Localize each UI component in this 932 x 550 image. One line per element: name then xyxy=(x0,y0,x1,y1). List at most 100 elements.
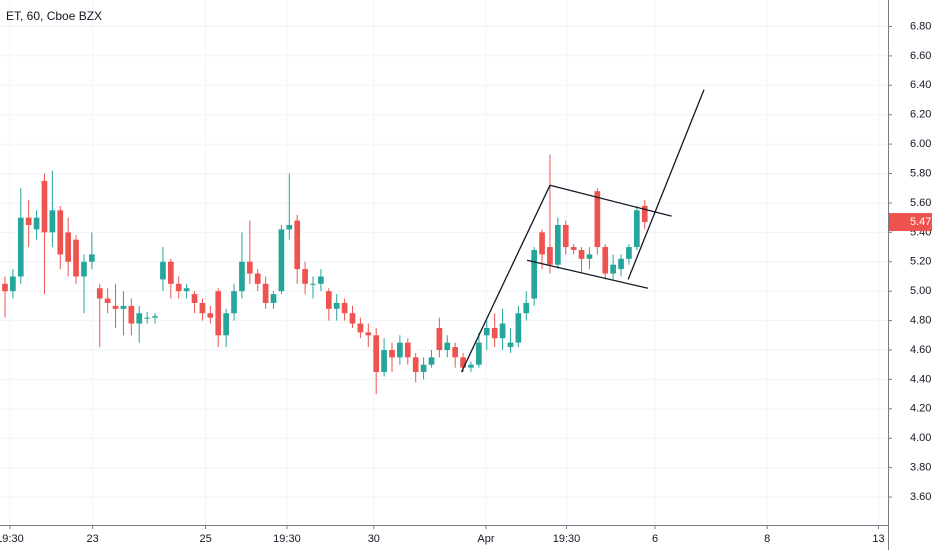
candle-body xyxy=(136,313,143,324)
y-tick-label: 5.00 xyxy=(910,285,931,297)
candle-body xyxy=(175,283,182,292)
x-tick-label: 13 xyxy=(872,533,884,545)
candle-body xyxy=(223,313,229,336)
candle-body xyxy=(476,342,482,365)
candle-body xyxy=(523,302,530,314)
grid xyxy=(0,0,888,525)
candle-body xyxy=(555,225,561,265)
trend-line xyxy=(460,185,551,373)
y-tick-label: 5.80 xyxy=(910,167,931,179)
candle-body xyxy=(468,364,474,368)
candle-body xyxy=(10,276,16,292)
axes: 3.603.804.004.204.404.604.805.005.205.40… xyxy=(0,20,932,545)
candle-body xyxy=(547,247,553,265)
candle-body xyxy=(2,283,8,292)
candle-body xyxy=(562,225,569,248)
candle-body xyxy=(112,305,119,309)
candle-body xyxy=(499,323,506,339)
candle-body xyxy=(41,180,48,233)
candle-body xyxy=(17,217,24,277)
candle-body xyxy=(586,254,593,259)
trend-line xyxy=(549,184,672,217)
candle-body xyxy=(428,357,435,365)
candle-body xyxy=(349,313,356,324)
candle-body xyxy=(231,291,237,314)
candle-body xyxy=(397,342,403,358)
candle-body xyxy=(128,305,135,324)
candle-body xyxy=(104,298,111,303)
candle-body xyxy=(65,232,72,262)
x-tick-label: Apr xyxy=(477,533,494,545)
y-tick-label: 6.60 xyxy=(910,50,931,62)
y-tick-label: 4.40 xyxy=(910,373,931,385)
candle-body xyxy=(381,350,387,373)
x-tick-label: 30 xyxy=(368,533,380,545)
x-tick-label: 8 xyxy=(764,533,770,545)
y-tick-label: 6.40 xyxy=(910,79,931,91)
y-tick-label: 5.20 xyxy=(910,256,931,268)
x-tick-label: 19:30 xyxy=(0,533,24,545)
y-tick-label: 6.00 xyxy=(910,138,931,150)
candle-body xyxy=(25,217,32,225)
chart-title: ET, 60, Cboe BZX xyxy=(6,9,102,23)
candle-body xyxy=(183,288,190,292)
y-tick-label: 4.60 xyxy=(910,344,931,356)
candle-body xyxy=(270,294,277,303)
candle-body xyxy=(365,332,372,336)
candle-body xyxy=(144,317,150,319)
plot-area xyxy=(2,89,705,395)
y-tick-label: 3.80 xyxy=(910,462,931,474)
trend-line xyxy=(627,89,705,280)
candle-body xyxy=(641,205,648,223)
candle-body xyxy=(191,294,198,303)
candle-body xyxy=(302,269,308,284)
x-tick-label: 19:30 xyxy=(273,533,301,545)
candle-body xyxy=(483,327,490,336)
candle-body xyxy=(341,302,348,314)
candle-body xyxy=(167,261,174,284)
candle-body xyxy=(531,250,538,299)
candle-body xyxy=(602,247,609,274)
last-price-label: 5.47 xyxy=(910,216,931,228)
candle-body xyxy=(515,313,522,343)
candle-body xyxy=(610,264,616,274)
x-tick-label: 23 xyxy=(87,533,99,545)
candle-body xyxy=(239,261,245,292)
y-tick-label: 4.00 xyxy=(910,432,931,444)
candle-body xyxy=(262,283,269,303)
candle-body xyxy=(246,261,253,274)
candle-body xyxy=(215,291,222,336)
candle-body xyxy=(460,357,466,368)
y-tick-label: 6.20 xyxy=(910,109,931,121)
last-price-box xyxy=(889,213,932,232)
y-tick-label: 4.20 xyxy=(910,403,931,415)
candle-body xyxy=(444,342,451,350)
candle-body xyxy=(310,283,316,285)
candle-body xyxy=(594,191,601,248)
y-tick-label: 4.80 xyxy=(910,314,931,326)
candle-body xyxy=(420,364,427,373)
x-tick-label: 25 xyxy=(199,533,211,545)
candle-body xyxy=(57,210,64,255)
candle-body xyxy=(49,210,56,233)
candle-body xyxy=(96,288,103,299)
candle-body xyxy=(389,350,395,358)
y-tick-label: 6.80 xyxy=(910,20,931,32)
candle-body xyxy=(89,254,95,262)
x-tick-label: 19:30 xyxy=(553,533,581,545)
candle-body xyxy=(357,323,364,333)
candle-body xyxy=(333,302,340,309)
candle-body xyxy=(633,210,640,248)
candle-body xyxy=(618,258,624,270)
candle-body xyxy=(278,229,285,292)
candle-body xyxy=(539,232,545,255)
candle-body xyxy=(436,327,443,350)
candle-body xyxy=(491,327,498,339)
candle-body xyxy=(286,225,293,230)
candle-body xyxy=(199,302,206,314)
candle-body xyxy=(412,357,419,373)
candle-body xyxy=(294,220,301,270)
x-tick-label: 6 xyxy=(652,533,658,545)
